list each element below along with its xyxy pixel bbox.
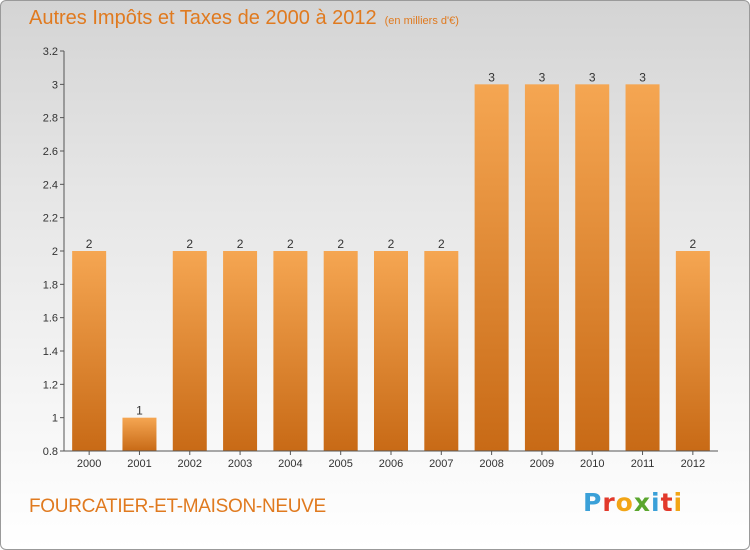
bar-2007 — [424, 251, 459, 451]
x-tick-label: 2004 — [278, 458, 302, 470]
data-label: 2 — [388, 237, 395, 251]
data-label: 2 — [237, 237, 244, 251]
logo-letter: r — [602, 488, 616, 517]
bar-2000 — [72, 251, 107, 451]
y-tick-label: 0.8 — [43, 446, 58, 458]
data-label: 2 — [287, 237, 294, 251]
y-tick-label: 1.4 — [43, 346, 58, 358]
y-tick-label: 3.2 — [43, 46, 58, 58]
bar-2010 — [575, 84, 610, 451]
proxiti-logo: Proxiti — [583, 488, 683, 517]
logo-letter: i — [673, 488, 684, 517]
data-label: 2 — [690, 237, 697, 251]
data-label: 3 — [639, 70, 646, 84]
bar-2002 — [172, 251, 207, 451]
x-tick-label: 2002 — [178, 458, 202, 470]
y-tick-label: 1.6 — [43, 313, 58, 325]
data-label: 3 — [539, 70, 546, 84]
x-tick-label: 2009 — [530, 458, 554, 470]
data-label: 2 — [337, 237, 344, 251]
chart-title-text: Autres Impôts et Taxes de 2000 à 2012 — [29, 7, 377, 29]
y-tick-label: 1 — [52, 413, 58, 425]
bar-2001 — [122, 417, 157, 451]
y-tick-label: 2.2 — [43, 213, 58, 225]
y-tick-label: 2.6 — [43, 146, 58, 158]
bar-2003 — [223, 251, 258, 451]
x-tick-label: 2007 — [429, 458, 453, 470]
logo-letter: x — [633, 488, 651, 517]
logo-letter: o — [615, 488, 634, 517]
y-tick-label: 1.8 — [43, 279, 58, 291]
data-label: 3 — [589, 70, 596, 84]
x-tick-label: 2010 — [580, 458, 604, 470]
bar-2009 — [524, 84, 559, 451]
x-tick-label: 2011 — [631, 458, 655, 470]
bars: 2 1 2 2 2 2 2 2 3 3 3 3 2 — [72, 70, 710, 451]
data-label: 2 — [86, 237, 93, 251]
y-tick-label: 2 — [52, 246, 58, 258]
y-tick-label: 1.2 — [43, 379, 58, 391]
logo-letter: t — [660, 488, 674, 517]
bar-2006 — [374, 251, 408, 451]
logo-letter: P — [583, 488, 603, 517]
bar-2012 — [675, 251, 710, 451]
y-tick-label: 3 — [52, 79, 58, 91]
x-axis: 2000 2001 2002 2003 2004 2005 2006 2007 2008 2009… — [64, 450, 718, 470]
y-tick-label: 2.8 — [43, 113, 58, 125]
bar-2011 — [625, 84, 660, 451]
chart-title: Autres Impôts et Taxes de 2000 à 2012 (en… — [29, 7, 459, 30]
x-tick-label: 2001 — [127, 458, 151, 470]
bar-2008 — [474, 84, 509, 451]
commune-name: FOURCATIER-ET-MAISON-NEUVE — [29, 496, 326, 517]
bar-2004 — [273, 251, 308, 451]
bar-2005 — [323, 251, 358, 451]
data-label: 2 — [186, 237, 193, 251]
y-tick-label: 2.4 — [43, 179, 58, 191]
logo-letter: i — [651, 488, 661, 517]
data-label: 3 — [488, 70, 495, 84]
x-tick-label: 2006 — [379, 458, 403, 470]
chart-unit: (en milliers d'€) — [384, 15, 459, 27]
x-tick-label: 2000 — [77, 458, 101, 470]
x-tick-label: 2008 — [479, 458, 503, 470]
x-tick-label: 2005 — [328, 458, 352, 470]
data-label: 2 — [438, 237, 445, 251]
x-tick-label: 2012 — [681, 458, 705, 470]
x-tick-label: 2003 — [228, 458, 252, 470]
y-axis: 0.8 1 1.2 1.4 1.6 1.8 2 2.2 2.4 2.6 2.8 3 3.2 — [43, 46, 65, 458]
data-label: 1 — [136, 404, 143, 418]
